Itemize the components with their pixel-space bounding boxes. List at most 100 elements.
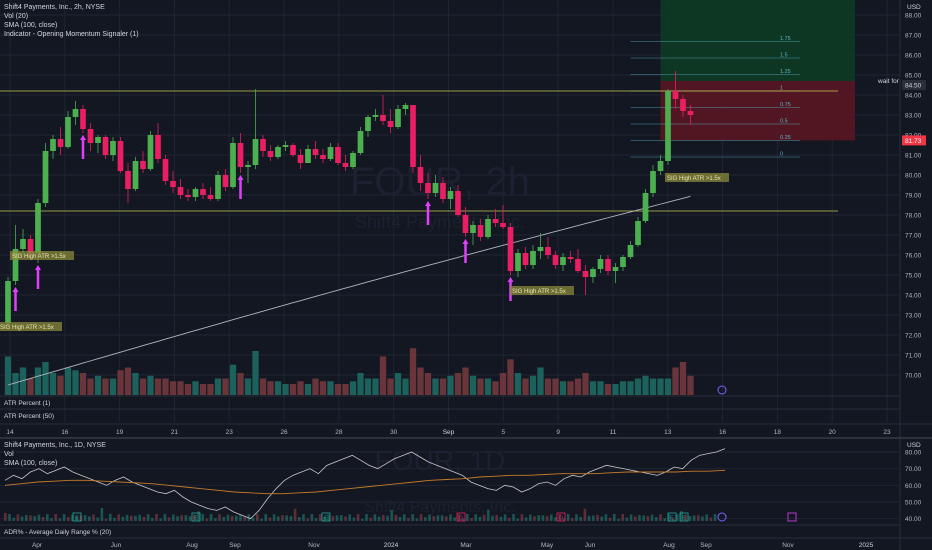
atr-percent-50-label: ATR Percent (50): [4, 413, 54, 420]
price-tick-label: 88.00: [905, 13, 922, 20]
volume-indicator-label[interactable]: Vol (20): [4, 13, 29, 20]
time-tick-label: 5: [502, 429, 506, 436]
lower-watermark-symbol: FOUR, 1D: [375, 445, 506, 476]
volume-bar: [214, 378, 222, 395]
volume-bar: [72, 370, 79, 395]
lower-volume-bar: [705, 514, 708, 521]
lower-volume-bar: [302, 514, 305, 521]
signal-label: SIG High ATR >1.5x: [512, 289, 566, 295]
time-tick-label: 20: [829, 429, 837, 436]
lower-volume-bar: [16, 514, 20, 521]
lower-volume-bar: [356, 514, 360, 521]
lower-volume-bar: [130, 515, 133, 521]
lower-time-tick: 2025: [859, 542, 874, 549]
stop-loss-zone: [660, 81, 855, 141]
lower-volume-bar: [377, 516, 381, 521]
candle-body: [42, 151, 49, 203]
event-marker: [456, 512, 466, 522]
volume-bar: [12, 373, 19, 395]
event-marker: [191, 512, 201, 522]
lower-volume-bar: [361, 518, 364, 521]
lower-volume-bar: [667, 514, 671, 521]
lower-volume-bar: [676, 514, 679, 521]
lower-volume-bar: [109, 514, 112, 521]
volume-bar: [87, 378, 94, 395]
candle-body: [335, 147, 341, 163]
lower-volume-bar: [146, 514, 150, 521]
lower-volume-bar: [625, 517, 629, 521]
lower-volume-bar: [319, 514, 322, 521]
volume-bar: [679, 362, 687, 395]
lower-volume-bar: [646, 515, 650, 521]
volume-bar: [672, 367, 679, 395]
candle-body: [597, 259, 604, 269]
volume-bar: [484, 378, 492, 395]
lower-time-tick: Jun: [585, 542, 596, 549]
lower-volume-bar: [655, 517, 658, 521]
lower-volume-bar: [432, 516, 435, 521]
volume-bar: [184, 384, 192, 395]
fib-level-label: 1.75: [780, 36, 791, 42]
lower-vol-label[interactable]: Vol: [4, 451, 14, 458]
lower-volume-bar: [348, 514, 351, 521]
candle-body: [410, 105, 416, 167]
candle-body: [612, 267, 619, 271]
lower-symbol-title[interactable]: Shift4 Payments, Inc., 1D, NYSE: [4, 442, 106, 449]
volume-bar: [267, 381, 274, 395]
volume-bar: [387, 378, 394, 395]
volume-bar: [334, 384, 342, 395]
candle-body: [507, 227, 514, 271]
atr-percent-1-label: ATR Percent (1): [4, 400, 50, 407]
lower-volume-bar: [289, 516, 293, 521]
sma-indicator-label[interactable]: SMA (100, close): [4, 22, 58, 29]
signal-label-box: [510, 286, 574, 295]
lower-time-tick: Nov: [308, 542, 320, 549]
volume-bar: [417, 367, 424, 395]
volume-bar: [567, 381, 574, 395]
volume-bar: [462, 367, 469, 395]
lower-volume-bar: [600, 516, 603, 521]
momentum-indicator-label[interactable]: Indicator - Opening Momentum Signaler (1…: [4, 31, 139, 38]
candle-body: [222, 175, 229, 187]
lower-volume-bar: [562, 518, 566, 521]
candle-body: [515, 253, 521, 271]
signal-label-box: [10, 251, 74, 260]
lower-volume-bar: [571, 518, 574, 521]
event-marker-letter: D: [559, 516, 563, 522]
lower-volume-bar: [277, 516, 280, 521]
lower-volume-bar: [113, 517, 116, 521]
signal-arrow-head: [507, 277, 514, 282]
price-tick-label: 87.00: [905, 33, 922, 40]
lower-volume-bar: [285, 515, 288, 521]
lower-volume-bar: [394, 514, 398, 521]
lower-volume-bar: [344, 516, 347, 521]
symbol-title[interactable]: Shift4 Payments, Inc., 2h, NYSE: [4, 4, 105, 11]
lower-volume-bar: [251, 517, 255, 521]
time-tick-label: 28: [335, 429, 343, 436]
price-tick-label: 83.00: [905, 113, 922, 120]
lower-volume-bar: [596, 514, 599, 521]
volume-bar: [154, 378, 162, 395]
lower-price-line: [4, 448, 726, 520]
candle-body: [140, 161, 146, 169]
lower-volume-bar: [508, 517, 511, 521]
lower-volume-bar: [697, 515, 700, 521]
candle-body: [147, 135, 154, 169]
fib-level-label: 1.25: [780, 69, 791, 75]
lower-time-tick: Nov: [782, 542, 794, 549]
volume-bar: [424, 373, 432, 395]
candle-body: [687, 111, 694, 115]
time-tick-label: 9: [556, 429, 560, 436]
lower-volume-bar: [453, 517, 456, 521]
event-marker-letter: D: [459, 516, 463, 522]
lower-volume-bar: [629, 514, 633, 521]
lower-volume-bar: [29, 515, 32, 521]
candle-body: [560, 257, 566, 265]
lower-volume-bar: [92, 514, 95, 521]
candle-body: [275, 147, 281, 157]
volume-bar: [274, 381, 282, 395]
lower-volume-bar: [176, 516, 179, 521]
lower-volume-bar: [617, 518, 620, 521]
lower-sma-label[interactable]: SMA (100, close): [4, 460, 58, 467]
